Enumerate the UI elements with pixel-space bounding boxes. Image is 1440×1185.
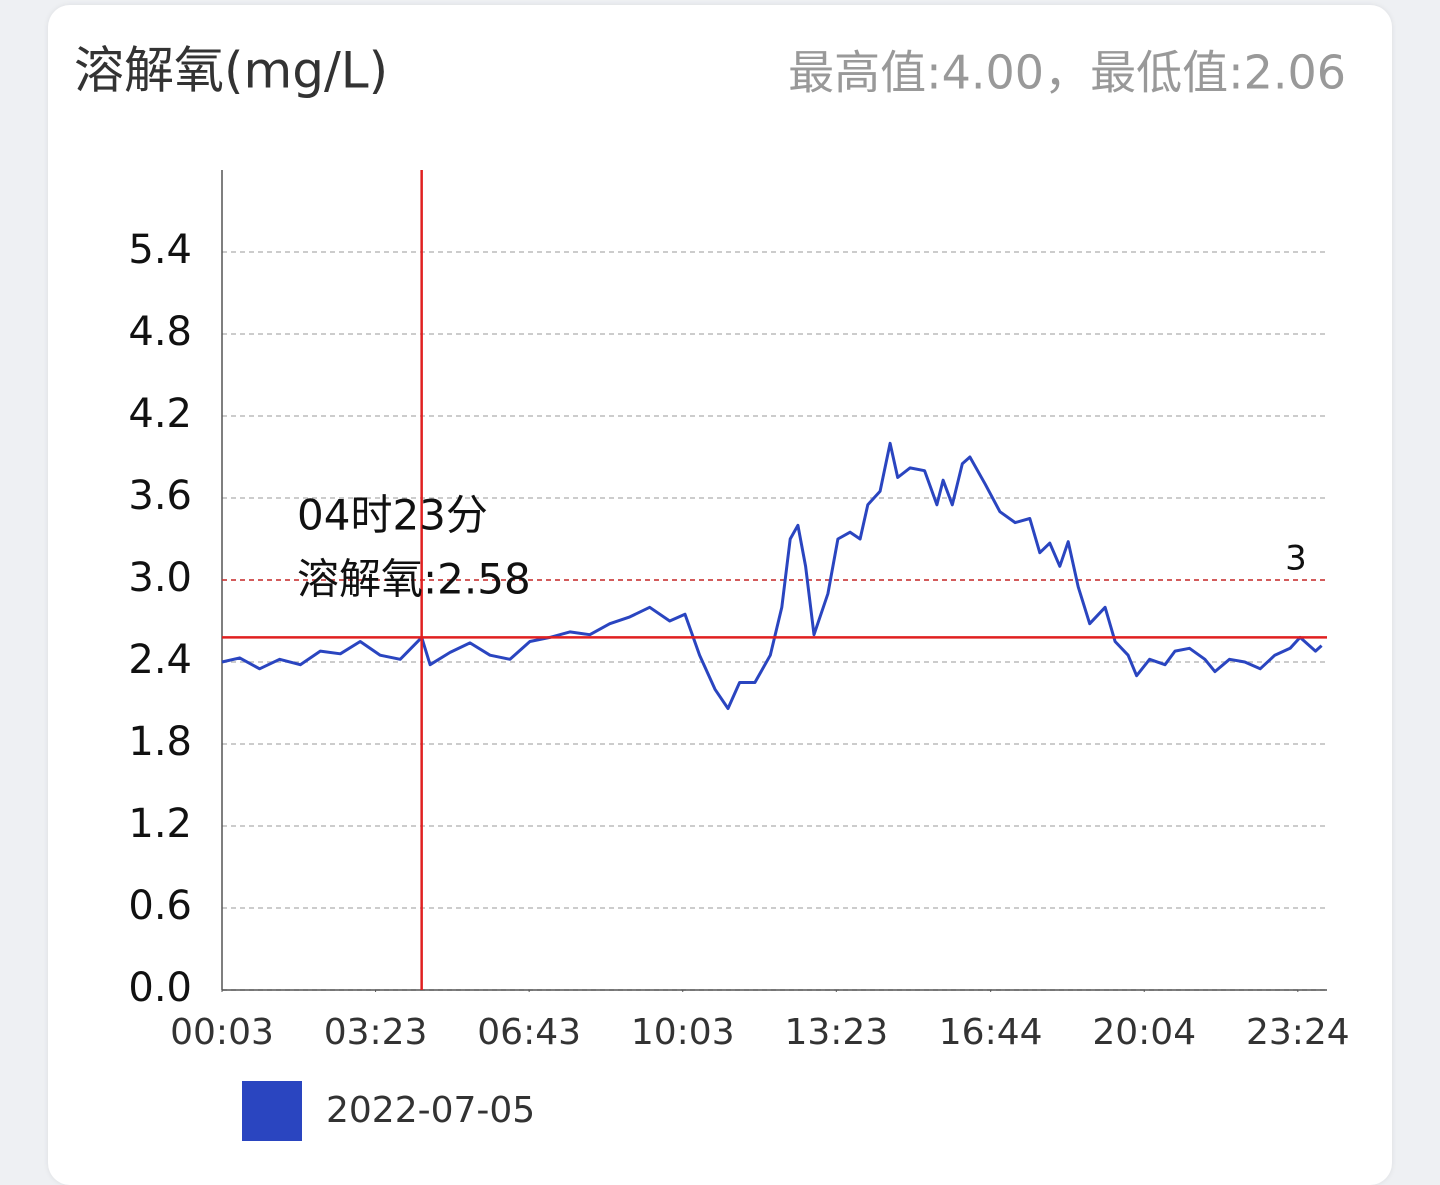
y-tick-label: 5.4 bbox=[128, 227, 192, 273]
legend-label: 2022-07-05 bbox=[326, 1090, 535, 1131]
x-tick-label: 10:03 bbox=[631, 1012, 735, 1053]
limit-label: 3 bbox=[1285, 539, 1307, 579]
x-tick-label: 06:43 bbox=[477, 1012, 581, 1053]
y-tick-label: 0.6 bbox=[128, 883, 192, 929]
highlight-label: 04时23分 bbox=[297, 491, 488, 540]
x-tick-label: 16:44 bbox=[939, 1012, 1043, 1053]
x-tick-label: 20:04 bbox=[1092, 1012, 1196, 1053]
x-tick-label: 23:24 bbox=[1246, 1012, 1350, 1053]
y-tick-label: 1.2 bbox=[128, 801, 192, 847]
x-tick-label: 00:03 bbox=[170, 1012, 274, 1053]
y-tick-label: 3.6 bbox=[128, 473, 192, 519]
y-tick-label: 3.0 bbox=[128, 555, 192, 601]
chart-title: 溶解氧(mg/L) bbox=[74, 42, 388, 100]
y-tick-label: 2.4 bbox=[128, 637, 192, 683]
highlight-label: 溶解氧:2.58 bbox=[297, 555, 531, 604]
card bbox=[48, 5, 1392, 1185]
y-tick-label: 4.8 bbox=[128, 309, 192, 355]
legend-swatch bbox=[242, 1081, 302, 1141]
y-tick-label: 1.8 bbox=[128, 719, 192, 765]
y-tick-label: 0.0 bbox=[128, 965, 192, 1011]
y-tick-label: 4.2 bbox=[128, 391, 192, 437]
data-line bbox=[221, 441, 1323, 710]
chart-subtitle: 最高值:4.00，最低值:2.06 bbox=[788, 46, 1346, 100]
x-tick-label: 03:23 bbox=[324, 1012, 428, 1053]
x-tick-label: 13:23 bbox=[784, 1012, 888, 1053]
